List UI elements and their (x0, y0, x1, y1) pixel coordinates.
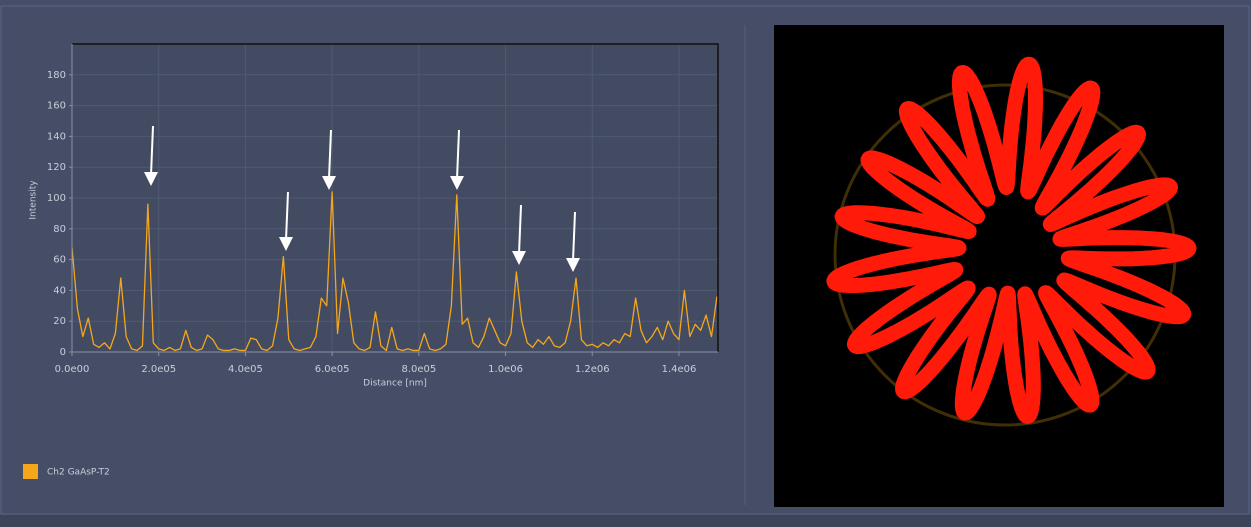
x-tick-label: 1.0e06 (488, 364, 523, 375)
bottom-strip (0, 515, 1251, 527)
y-tick-label: 100 (47, 193, 66, 204)
legend-label: Ch2 GaAsP-T2 (47, 468, 110, 478)
y-tick-label: 40 (53, 285, 66, 296)
y-tick-label: 60 (53, 255, 66, 266)
chart: Distance [nm] Intensity Ch2 GaAsP-T2 0 20… (0, 0, 1251, 527)
x-axis-label: Distance [nm] (363, 379, 427, 389)
legend-swatch (23, 464, 38, 479)
x-tick-label: 0.0e00 (55, 364, 90, 375)
microscopy-image (774, 25, 1224, 507)
x-tick-label: 1.4e06 (662, 364, 697, 375)
x-tick-label: 1.2e06 (575, 364, 610, 375)
y-axis-label: Intensity (29, 180, 39, 220)
y-tick-label: 20 (53, 316, 66, 327)
y-tick-label: 180 (47, 70, 66, 81)
x-tick-label: 2.0e05 (141, 364, 176, 375)
y-tick-label: 160 (47, 101, 66, 112)
x-tick-label: 4.0e05 (228, 364, 263, 375)
x-tick-label: 8.0e05 (401, 364, 436, 375)
y-tick-label: 0 (60, 347, 66, 358)
x-tick-label: 6.0e05 (315, 364, 350, 375)
y-tick-label: 140 (47, 131, 66, 142)
y-tick-label: 80 (53, 224, 66, 235)
app-window: Distance [nm] Intensity Ch2 GaAsP-T2 0 20… (0, 0, 1251, 527)
y-tick-label: 120 (47, 162, 66, 173)
